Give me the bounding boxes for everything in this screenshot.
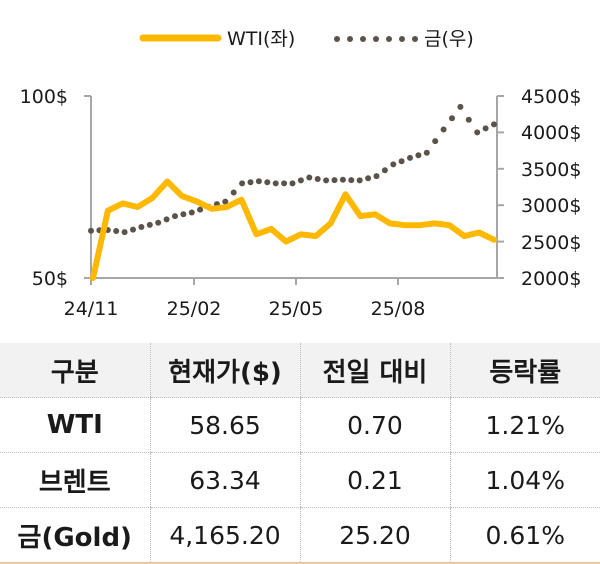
gold-data-point <box>457 103 464 110</box>
gold-data-point <box>390 161 397 168</box>
gold-data-point <box>465 116 472 123</box>
gold-data-point <box>331 177 338 184</box>
row-rate: 0.61% <box>449 507 600 564</box>
gold-data-point <box>407 154 413 161</box>
left-tick-label: 100$ <box>20 86 68 108</box>
row-change: 0.70 <box>299 397 450 453</box>
gold-data-point <box>239 180 246 187</box>
chart-svg: WTI(좌) 금(우) <box>20 28 582 320</box>
gold-data-point <box>482 125 489 132</box>
row-rate: 1.21% <box>449 397 600 453</box>
gold-data-point <box>264 179 271 186</box>
right-tick-label: 3500$ <box>521 159 581 181</box>
gold-data-point <box>247 179 254 186</box>
gold-data-point <box>180 211 187 218</box>
x-tick-label: 24/11 <box>64 298 119 320</box>
gold-data-point <box>314 176 321 182</box>
gold-series-dots <box>88 103 497 236</box>
gold-data-point <box>474 129 481 136</box>
gold-data-point <box>281 180 288 187</box>
row-name: 브렌트 <box>0 452 150 508</box>
header-category: 구분 <box>0 343 150 398</box>
gold-data-point <box>423 149 430 156</box>
gold-data-point <box>146 221 153 228</box>
header-change: 전일 대비 <box>299 343 450 398</box>
header-rate: 등락률 <box>449 343 600 398</box>
table-header-row: 구분 현재가($) 전일 대비 등락률 <box>0 343 600 398</box>
gold-data-point <box>163 216 170 223</box>
gold-data-point <box>491 121 497 128</box>
gold-data-point <box>339 176 346 183</box>
legend-wti-label: WTI(좌) <box>227 28 295 50</box>
gold-data-point <box>121 229 128 236</box>
right-tick-label: 4000$ <box>521 122 581 144</box>
right-tick-label: 4500$ <box>521 86 581 108</box>
gold-data-point <box>188 209 195 216</box>
header-price: 현재가($) <box>149 343 300 398</box>
gold-data-point <box>113 228 120 234</box>
gold-data-point <box>255 178 262 185</box>
gold-data-point <box>289 180 296 187</box>
row-change: 25.20 <box>299 507 450 564</box>
gold-data-point <box>130 226 136 233</box>
gold-data-point <box>272 180 279 187</box>
gold-data-point <box>381 167 388 174</box>
gold-data-point <box>197 206 204 213</box>
table-row: 브렌트 63.34 0.21 1.04% <box>0 452 600 508</box>
legend: WTI(좌) 금(우) <box>139 28 474 50</box>
price-table: 구분 현재가($) 전일 대비 등락률 WTI 58.65 0.70 1.21%… <box>0 343 600 564</box>
gold-data-point <box>306 174 313 181</box>
wti-series-line <box>90 178 497 281</box>
oil-gold-price-chart: WTI(좌) 금(우) <box>20 28 582 320</box>
row-rate: 1.04% <box>449 452 600 508</box>
x-axis <box>84 277 497 285</box>
table-row: 금(Gold) 4,165.20 25.20 0.61% <box>0 507 600 564</box>
gold-data-point <box>138 224 145 230</box>
gold-data-point <box>323 177 330 184</box>
x-tick-label: 25/02 <box>167 298 222 320</box>
gold-data-point <box>222 198 229 205</box>
gold-data-point <box>155 219 162 226</box>
right-tick-label: 2500$ <box>521 232 581 254</box>
right-tick-label: 2000$ <box>521 268 581 290</box>
x-tick-label: 25/05 <box>269 298 324 320</box>
right-tick-label: 3000$ <box>521 195 581 217</box>
gold-data-point <box>348 177 355 184</box>
row-change: 0.21 <box>299 452 450 508</box>
gold-data-point <box>172 213 178 220</box>
gold-data-point <box>415 152 422 159</box>
left-axis <box>84 95 92 279</box>
row-name: 금(Gold) <box>0 507 150 564</box>
gold-data-point <box>440 126 447 133</box>
gold-data-point <box>88 227 94 234</box>
table-row: WTI 58.65 0.70 1.21% <box>0 397 600 453</box>
gold-data-point <box>356 177 363 184</box>
legend-gold-swatch <box>334 36 418 42</box>
row-price: 58.65 <box>149 397 300 453</box>
left-tick-label: 50$ <box>32 268 68 290</box>
x-tick-label: 25/08 <box>371 298 426 320</box>
gold-data-point <box>449 115 455 122</box>
legend-gold-label: 금(우) <box>424 28 474 50</box>
gold-data-point <box>373 173 380 180</box>
row-name: WTI <box>0 397 150 453</box>
row-price: 63.34 <box>149 452 300 508</box>
gold-data-point <box>432 138 439 145</box>
gold-data-point <box>230 189 237 196</box>
gold-data-point <box>398 158 405 165</box>
gold-data-point <box>365 175 372 182</box>
right-axis <box>496 95 504 279</box>
row-price: 4,165.20 <box>149 507 300 564</box>
gold-data-point <box>297 177 304 184</box>
